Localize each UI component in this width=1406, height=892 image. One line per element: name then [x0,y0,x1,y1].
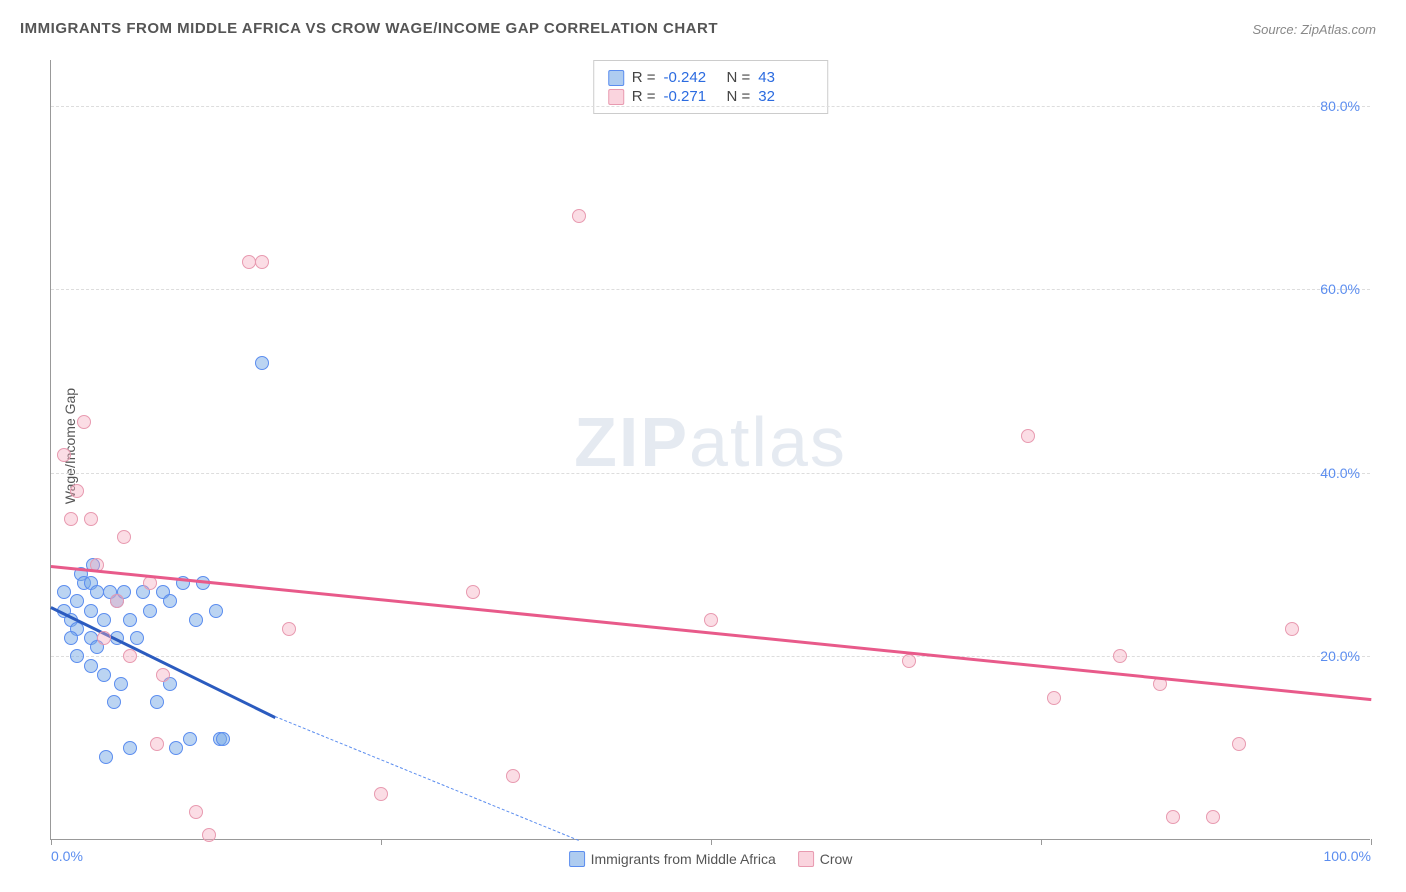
bottom-legend: Immigrants from Middle Africa Crow [569,851,853,867]
data-point [110,594,124,608]
trend-line [51,565,1371,701]
data-point [57,448,71,462]
n-label: N = [727,88,751,105]
legend-label: Immigrants from Middle Africa [591,851,776,867]
gridline [51,656,1370,657]
data-point [1285,622,1299,636]
data-point [1206,810,1220,824]
data-point [97,613,111,627]
x-tick [1041,839,1042,845]
y-tick-label: 80.0% [1320,98,1360,114]
data-point [123,613,137,627]
data-point [163,594,177,608]
data-point [97,631,111,645]
gridline [51,106,1370,107]
chart-title: IMMIGRANTS FROM MIDDLE AFRICA VS CROW WA… [20,20,718,37]
data-point [189,805,203,819]
data-point [255,255,269,269]
r-value: -0.242 [664,69,719,86]
data-point [64,512,78,526]
data-point [374,787,388,801]
watermark: ZIPatlas [574,402,847,482]
data-point [99,750,113,764]
data-point [143,576,157,590]
data-point [1166,810,1180,824]
r-label: R = [632,69,656,86]
x-tick [1371,839,1372,845]
data-point [216,732,230,746]
legend-swatch [608,89,624,105]
data-point [209,604,223,618]
data-point [156,668,170,682]
legend-swatch [569,851,585,867]
data-point [70,594,84,608]
data-point [506,769,520,783]
y-tick-label: 40.0% [1320,465,1360,481]
y-tick-label: 60.0% [1320,281,1360,297]
data-point [1232,737,1246,751]
legend-swatch [798,851,814,867]
data-point [255,356,269,370]
plot-area: ZIPatlas R =-0.242N =43R =-0.271N =32 Im… [50,60,1370,840]
data-point [466,585,480,599]
data-point [114,677,128,691]
n-value: 32 [758,88,813,105]
gridline [51,289,1370,290]
data-point [704,613,718,627]
data-point [57,585,71,599]
legend-swatch [608,70,624,86]
data-point [90,585,104,599]
x-tick-label: 100.0% [1324,848,1371,864]
data-point [169,741,183,755]
data-point [150,695,164,709]
n-value: 43 [758,69,813,86]
data-point [1047,691,1061,705]
r-label: R = [632,88,656,105]
data-point [572,209,586,223]
r-value: -0.271 [664,88,719,105]
data-point [123,741,137,755]
x-tick [51,839,52,845]
legend-label: Crow [820,851,853,867]
data-point [117,530,131,544]
trend-line-extrapolation [275,716,579,841]
data-point [902,654,916,668]
stats-row: R = -0.271 N = 32 [608,88,814,105]
data-point [70,649,84,663]
data-point [143,604,157,618]
data-point [84,512,98,526]
data-point [189,613,203,627]
source-credit: Source: ZipAtlas.com [1252,22,1376,37]
data-point [107,695,121,709]
data-point [97,668,111,682]
x-tick [381,839,382,845]
legend-item: Immigrants from Middle Africa [569,851,776,867]
legend-item: Crow [798,851,853,867]
data-point [70,484,84,498]
data-point [150,737,164,751]
data-point [130,631,144,645]
data-point [282,622,296,636]
data-point [1021,429,1035,443]
data-point [84,604,98,618]
data-point [64,631,78,645]
data-point [1113,649,1127,663]
x-tick [711,839,712,845]
gridline [51,473,1370,474]
data-point [77,415,91,429]
stats-row: R = -0.242 N = 43 [608,69,814,86]
data-point [183,732,197,746]
data-point [123,649,137,663]
x-tick-label: 0.0% [51,848,83,864]
n-label: N = [727,69,751,86]
data-point [84,659,98,673]
data-point [202,828,216,842]
y-tick-label: 20.0% [1320,648,1360,664]
data-point [242,255,256,269]
